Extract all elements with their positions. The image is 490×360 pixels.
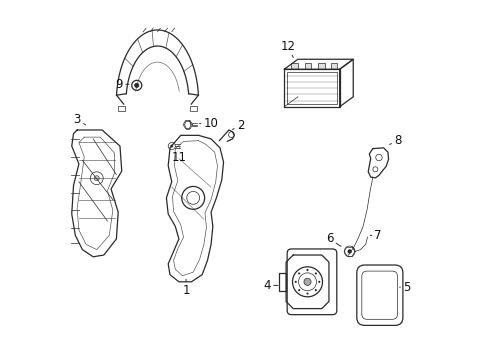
Text: 4: 4 — [264, 279, 278, 292]
Text: 8: 8 — [390, 134, 402, 147]
Circle shape — [298, 289, 300, 291]
Circle shape — [315, 273, 317, 275]
Circle shape — [294, 281, 297, 283]
Circle shape — [347, 249, 352, 253]
Polygon shape — [305, 63, 312, 69]
Text: 9: 9 — [116, 78, 129, 91]
Text: 10: 10 — [199, 117, 219, 130]
Polygon shape — [331, 63, 337, 69]
Text: 11: 11 — [172, 148, 187, 164]
Circle shape — [306, 293, 309, 295]
Circle shape — [306, 269, 309, 271]
Circle shape — [94, 176, 99, 181]
Polygon shape — [292, 63, 298, 69]
Circle shape — [171, 145, 173, 148]
Circle shape — [298, 273, 300, 275]
Text: 1: 1 — [182, 279, 190, 297]
Text: 5: 5 — [400, 281, 411, 294]
Text: 2: 2 — [232, 119, 245, 132]
Text: 7: 7 — [370, 229, 382, 242]
Circle shape — [318, 281, 320, 283]
Polygon shape — [318, 63, 325, 69]
Circle shape — [135, 83, 139, 87]
Circle shape — [315, 289, 317, 291]
Circle shape — [304, 278, 311, 285]
Text: 6: 6 — [326, 233, 341, 246]
Text: 12: 12 — [280, 40, 295, 58]
Text: 3: 3 — [74, 113, 86, 126]
